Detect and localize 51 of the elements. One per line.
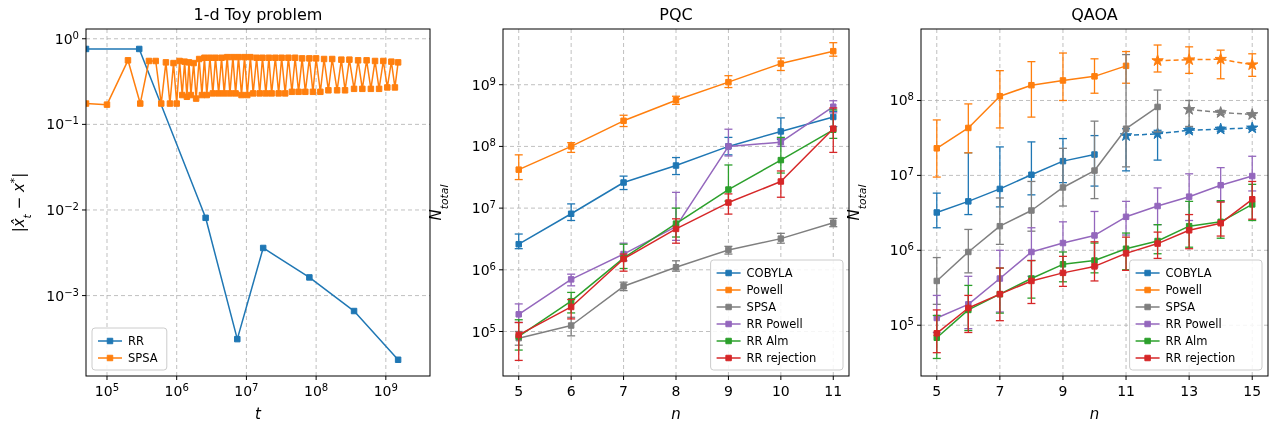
legend-label: SPSA <box>128 351 158 365</box>
x-tick-label: 7 <box>619 383 629 399</box>
x-tick-label: 8 <box>671 383 681 399</box>
y-tick-label: 10$^{−1}$ <box>46 114 79 133</box>
x-tick-label: 15 <box>1243 383 1262 399</box>
x-axis-title: n <box>671 405 681 423</box>
x-tick-label: 10 <box>771 383 790 399</box>
x-axis-title: t <box>255 405 263 423</box>
x-tick-label: 10$^{9}$ <box>373 381 398 399</box>
chart-title: PQC <box>659 5 693 24</box>
legend-label: RR Powell <box>1165 317 1222 331</box>
x-tick-label: 9 <box>723 383 733 399</box>
x-tick-label: 9 <box>1058 383 1068 399</box>
x-tick-label: 5 <box>514 383 524 399</box>
legend-label: SPSA <box>746 300 777 314</box>
legend-label: Powell <box>746 283 784 297</box>
y-tick-label: 10$^{8}$ <box>471 136 496 155</box>
x-tick-label: 10$^{6}$ <box>164 381 189 399</box>
x-tick-label: 10$^{8}$ <box>304 381 329 399</box>
y-tick-label: 10$^{8}$ <box>889 90 914 109</box>
y-tick-label: 10$^{5}$ <box>471 322 496 340</box>
y-tick-label: 10$^{−2}$ <box>46 200 79 218</box>
chart-title: QAOA <box>1071 5 1118 24</box>
x-tick-label: 5 <box>932 383 942 399</box>
y-tick-label: 10$^{6}$ <box>471 260 496 278</box>
x-tick-label: 11 <box>1117 383 1135 399</box>
legend-label: RR rejection <box>1165 351 1236 365</box>
legend-label: COBYLA <box>746 266 793 280</box>
x-tick-label: 11 <box>824 383 843 399</box>
chart-title: 1-d Toy problem <box>193 5 323 24</box>
x-tick-label: 7 <box>995 383 1005 399</box>
y-tick-label: 10$^{6}$ <box>889 240 914 259</box>
legend-label: COBYLA <box>1165 266 1212 280</box>
legend-label: RR Alm <box>746 334 789 348</box>
y-tick-label: 10$^{7}$ <box>889 165 914 184</box>
y-tick-label: 10$^{5}$ <box>889 315 914 334</box>
x-axis-title: n <box>1089 405 1100 423</box>
y-tick-label: 10$^{9}$ <box>471 75 496 93</box>
legend-label: RR Alm <box>1165 334 1208 348</box>
x-tick-label: 10$^{7}$ <box>234 381 259 399</box>
legend-label: RR Powell <box>746 317 803 331</box>
legend-label: Powell <box>1165 283 1203 297</box>
legend-label: RR <box>128 334 144 348</box>
y-tick-label: 10$^{0}$ <box>54 29 79 47</box>
y-tick-label: 10$^{7}$ <box>471 198 496 217</box>
legend-label: SPSA <box>1165 300 1196 314</box>
legend-label: RR rejection <box>746 351 817 365</box>
x-tick-label: 6 <box>566 383 576 399</box>
x-tick-label: 10$^{5}$ <box>94 381 120 399</box>
x-tick-label: 13 <box>1180 383 1199 399</box>
y-tick-label: 10$^{−3}$ <box>46 286 79 304</box>
